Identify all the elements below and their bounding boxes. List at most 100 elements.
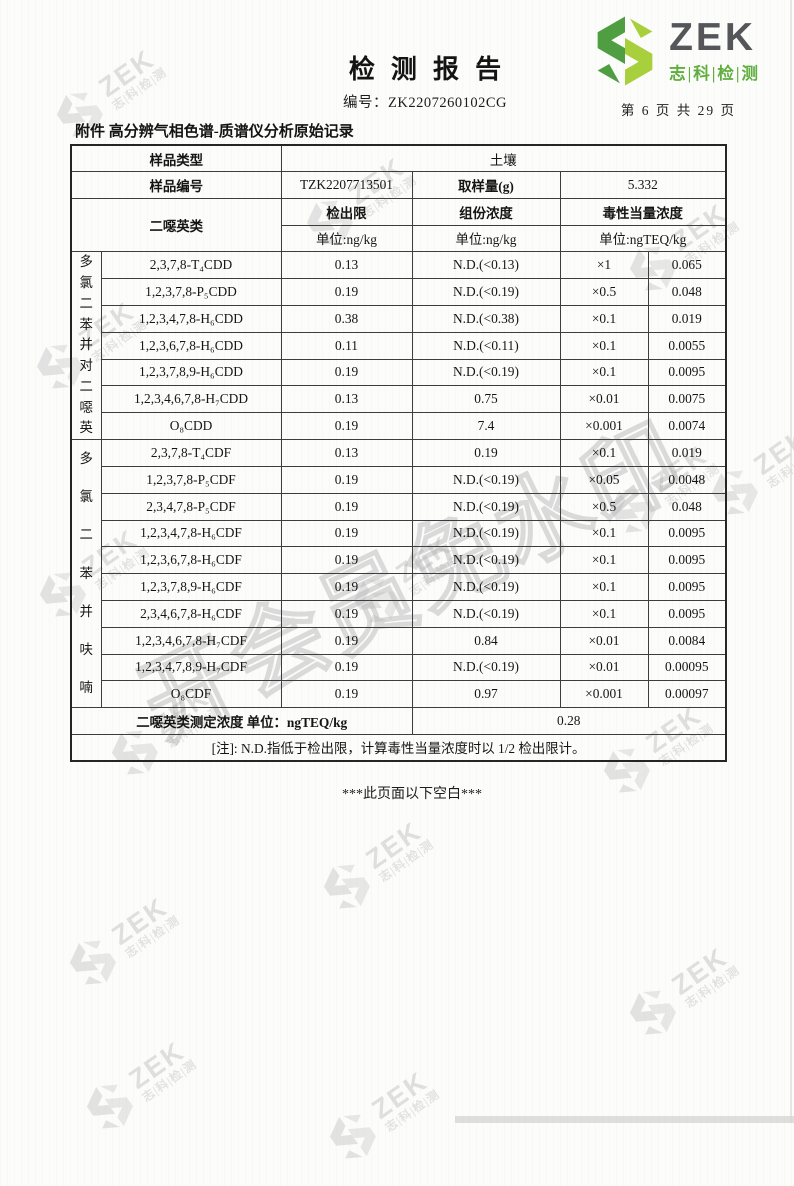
component-conc-cell: N.D.(<0.19): [411, 465, 561, 494]
teq-conc-header-cell: 毒性当量浓度: [559, 197, 727, 226]
detection-limit-header-cell: 检出限: [280, 197, 413, 226]
congener-name-cell: 2,3,7,8-T₄CDF: [100, 439, 282, 467]
page-number: 第 6 页 共 29 页: [620, 103, 736, 118]
detection-limit-cell: 0.19: [280, 546, 413, 575]
logo-brand-text: ZEK: [669, 15, 757, 59]
teq-factor-cell: ×0.01: [559, 626, 649, 655]
teq-value-cell: 0.048: [647, 492, 727, 521]
group-vertical-label: 多氯二苯并呋喃: [79, 451, 93, 695]
component-conc-cell: N.D.(<0.11): [411, 331, 561, 360]
teq-value-cell: 0.00095: [647, 653, 727, 682]
teq-factor-cell: ×0.001: [559, 680, 649, 709]
teq-value-cell: 0.0084: [647, 626, 727, 655]
teq-value-cell: 0.0055: [647, 331, 727, 360]
teq-value-cell: 0.0095: [647, 573, 727, 601]
teq-value-cell: 0.0095: [647, 546, 727, 575]
congener-row: 1,2,3,4,6,7,8-H₇CDD 0.13 0.75 ×0.01 0.0075: [71, 385, 727, 414]
congener-name-cell: 1,2,3,4,7,8-H₆CDD: [100, 304, 282, 333]
detection-limit-cell: 0.19: [280, 278, 413, 306]
group-label-cell: 多氯二苯并对二噁英: [70, 251, 102, 441]
congener-row: 1,2,3,6,7,8-H₆CDF 0.19 N.D.(<0.19) ×0.1 0.00…: [71, 546, 727, 575]
detection-limit-cell: 0.19: [280, 626, 413, 655]
teq-value-cell: 0.065: [647, 251, 727, 280]
congener-name-cell: 1,2,3,6,7,8-H₆CDF: [100, 546, 282, 575]
congener-name-cell: O₈CDD: [100, 412, 282, 441]
congener-name-cell: 2,3,7,8-T₄CDD: [100, 251, 282, 280]
sample-id-value-cell: TZK2207713501: [280, 171, 413, 199]
detection-limit-cell: 0.19: [280, 519, 413, 548]
detection-limit-cell: 0.38: [280, 304, 413, 333]
component-conc-cell: 0.75: [411, 385, 561, 414]
congener-name-cell: 1,2,3,4,7,8-H₆CDF: [100, 519, 282, 548]
congener-row: O₈CDD 0.19 7.4 ×0.001 0.0074: [71, 412, 727, 441]
detection-limit-cell: 0.19: [280, 680, 413, 709]
report-page: ZEK 志|科|检|测 开会员免水印 ZEK 志|科|检|测: [28, 0, 794, 1159]
unit-header-row: 单位:ng/kg 单位:ng/kg 单位:ngTEQ/kg: [71, 224, 727, 253]
detection-limit-cell: 0.19: [280, 573, 413, 601]
teq-factor-cell: ×0.01: [559, 385, 649, 414]
dioxin-class-header-cell: 二噁英类: [70, 197, 282, 253]
congener-name-cell: 2,3,4,6,7,8-H₆CDF: [100, 599, 282, 628]
teq-factor-cell: ×0.1: [559, 439, 649, 467]
congener-name-cell: 1,2,3,4,6,7,8-H₇CDD: [100, 385, 282, 414]
teq-value-cell: 0.0095: [647, 358, 727, 387]
detection-limit-cell: 0.19: [280, 492, 413, 521]
congener-name-cell: 2,3,4,7,8-P₅CDF: [100, 492, 282, 521]
teq-factor-cell: ×0.1: [559, 546, 649, 575]
teq-value-cell: 0.019: [647, 439, 727, 467]
teq-value-cell: 0.0095: [647, 599, 727, 628]
component-conc-cell: N.D.(<0.19): [411, 492, 561, 521]
teq-factor-cell: ×0.01: [559, 653, 649, 682]
teq-factor-cell: ×0.001: [559, 412, 649, 441]
congener-name-cell: 1,2,3,6,7,8-H₆CDD: [100, 331, 282, 360]
teq-factor-cell: ×0.1: [559, 599, 649, 628]
title-block: 检测报告 编号：ZK2207260102CG: [28, 49, 794, 112]
congener-name-cell: 1,2,3,4,7,8,9-H₇CDF: [100, 653, 282, 682]
teq-factor-cell: ×1: [559, 251, 649, 280]
component-conc-cell: N.D.(<0.38): [411, 304, 561, 333]
teq-factor-cell: ×0.05: [559, 465, 649, 494]
component-conc-cell: N.D.(<0.19): [411, 358, 561, 387]
scan-edge-strip: [455, 1116, 794, 1123]
group-label-cell: 多氯二苯并呋喃: [70, 439, 102, 709]
congener-row: 2,3,4,7,8-P₅CDF 0.19 N.D.(<0.19) ×0.5 0.048: [71, 492, 727, 521]
teq-factor-cell: ×0.1: [559, 358, 649, 387]
congener-name-cell: 1,2,3,7,8-P₅CDF: [100, 465, 282, 494]
detection-limit-cell: 0.19: [280, 599, 413, 628]
teq-factor-cell: ×0.1: [559, 573, 649, 601]
congener-row: 1,2,3,7,8-P₅CDF 0.19 N.D.(<0.19) ×0.05 0.004…: [71, 465, 727, 494]
detection-limit-cell: 0.13: [280, 251, 413, 280]
congener-row: 1,2,3,7,8,9-H₆CDF 0.19 N.D.(<0.19) ×0.1 0.00…: [71, 573, 727, 601]
teq-value-cell: 0.0074: [647, 412, 727, 441]
teq-value-cell: 0.0075: [647, 385, 727, 414]
congener-name-cell: 1,2,3,4,6,7,8-H₇CDF: [100, 626, 282, 655]
congener-row: 1,2,3,4,7,8,9-H₇CDF 0.19 N.D.(<0.19) ×0.01 0…: [71, 653, 727, 682]
logo-brand-cn-text: 志|科|检|测: [669, 63, 760, 83]
sample-type-label-cell: 样品类型: [70, 144, 282, 173]
congener-row: 1,2,3,4,6,7,8-H₇CDF 0.19 0.84 ×0.01 0.0084: [71, 626, 727, 655]
teq-factor-cell: ×0.1: [559, 304, 649, 333]
attachment-title: 附件 高分辨气相色谱-质谱仪分析原始记录: [75, 124, 354, 140]
congener-row: 1,2,3,6,7,8-H₆CDD 0.11 N.D.(<0.11) ×0.1 0.00…: [71, 331, 727, 360]
summary-row: 二噁英类测定浓度 单位：ngTEQ/kg 0.28: [70, 707, 727, 735]
summary-value-cell: 0.28: [411, 707, 727, 735]
component-conc-unit-cell: 单位:ng/kg: [411, 224, 561, 253]
detection-limit-cell: 0.19: [280, 358, 413, 387]
group-vertical-label: 多氯二苯并对二噁英: [79, 254, 93, 436]
detection-limit-cell: 0.13: [280, 385, 413, 414]
component-conc-cell: 7.4: [411, 412, 561, 441]
scan-edge-line: [790, 0, 792, 1123]
teq-factor-cell: ×0.1: [559, 331, 649, 360]
zek-logo-icon: [597, 16, 653, 86]
congener-row: 1,2,3,4,7,8-H₆CDD 0.38 N.D.(<0.38) ×0.1 0.01…: [71, 304, 727, 333]
report-title: 检测报告: [348, 55, 518, 84]
report-number: 编号：ZK2207260102CG: [28, 91, 794, 112]
component-conc-cell: N.D.(<0.19): [411, 599, 561, 628]
teq-value-cell: 0.048: [647, 278, 727, 306]
sample-id-row: 样品编号 TZK2207713501 取样量(g) 5.332: [70, 171, 727, 199]
component-conc-cell: N.D.(<0.19): [411, 653, 561, 682]
teq-value-cell: 0.0095: [647, 519, 727, 548]
report-number-value: ZK2207260102CG: [388, 95, 507, 111]
congener-row: O₈CDF 0.19 0.97 ×0.001 0.00097: [71, 680, 727, 709]
column-header-row: 二噁英类 检出限 组份浓度 毒性当量浓度: [70, 197, 727, 253]
